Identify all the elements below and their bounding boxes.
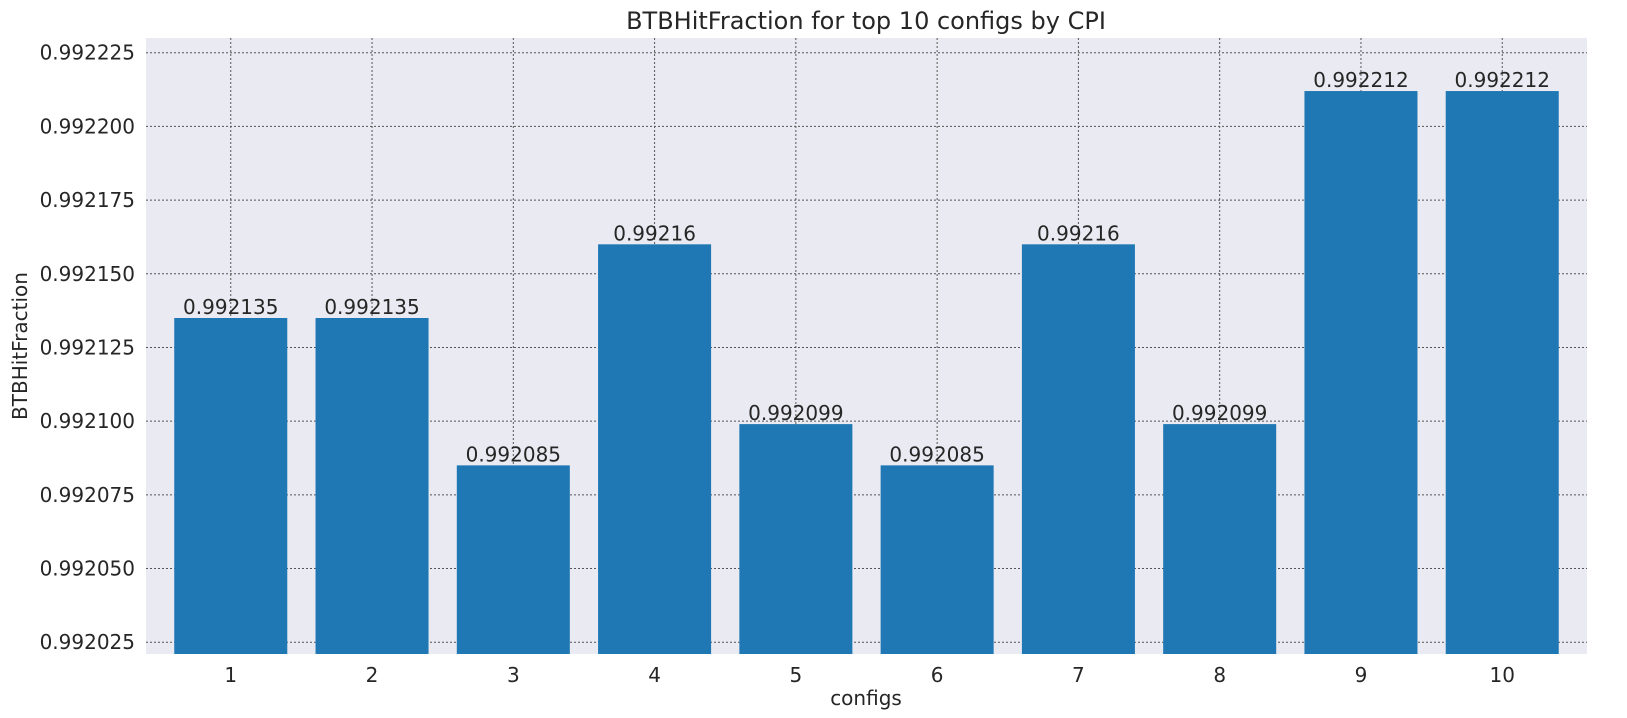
bar-value-label: 0.992212 xyxy=(1455,68,1550,92)
x-tick-label: 5 xyxy=(789,663,802,687)
bar-value-label: 0.992135 xyxy=(183,295,278,319)
y-axis-ticks: 0.992025 0.992050 0.992075 0.992100 0.992125… xyxy=(40,41,135,654)
x-tick-label: 7 xyxy=(1072,663,1085,687)
x-tick-label: 9 xyxy=(1355,663,1368,687)
y-tick-label: 0.992225 xyxy=(40,41,135,65)
bar-value-label: 0.992099 xyxy=(748,401,843,425)
y-tick-label: 0.992100 xyxy=(40,409,135,433)
bar xyxy=(456,465,570,654)
y-tick-label: 0.992050 xyxy=(40,557,135,581)
bar xyxy=(1445,91,1559,655)
bar-value-label: 0.99216 xyxy=(1037,221,1120,245)
x-tick-label: 10 xyxy=(1490,663,1515,687)
y-tick-label: 0.992075 xyxy=(40,483,135,507)
x-tick-label: 4 xyxy=(648,663,661,687)
bar-value-label: 0.992135 xyxy=(324,295,419,319)
x-tick-label: 1 xyxy=(224,663,237,687)
bar-value-label: 0.992085 xyxy=(889,442,984,466)
bar-value-label: 0.992212 xyxy=(1313,68,1408,92)
chart-title: BTBHitFraction for top 10 configs by CPI xyxy=(626,7,1106,35)
bar xyxy=(1021,244,1135,654)
bar xyxy=(174,318,288,654)
bar-value-label: 0.99216 xyxy=(613,221,696,245)
bar xyxy=(598,244,712,654)
x-tick-label: 6 xyxy=(931,663,944,687)
bar-value-label: 0.992099 xyxy=(1172,401,1267,425)
y-axis-label: BTBHitFraction xyxy=(8,272,32,420)
bar xyxy=(1163,424,1277,654)
bar xyxy=(315,318,429,654)
y-tick-label: 0.992025 xyxy=(40,630,135,654)
bars xyxy=(174,91,1559,655)
bar-value-label: 0.992085 xyxy=(466,442,561,466)
y-tick-label: 0.992175 xyxy=(40,188,135,212)
x-axis-label: configs xyxy=(830,686,902,710)
y-tick-label: 0.992200 xyxy=(40,114,135,138)
bar xyxy=(880,465,994,654)
x-axis-ticks: 1 2 3 4 5 6 7 8 9 10 xyxy=(224,663,1515,687)
y-tick-label: 0.992125 xyxy=(40,335,135,359)
bar xyxy=(739,424,853,654)
data-labels: 0.992135 0.992135 0.992085 0.99216 0.992099 0… xyxy=(183,68,1550,466)
x-tick-label: 8 xyxy=(1213,663,1226,687)
y-tick-label: 0.992150 xyxy=(40,262,135,286)
bar xyxy=(1304,91,1418,655)
x-tick-label: 2 xyxy=(366,663,379,687)
x-tick-label: 3 xyxy=(507,663,520,687)
